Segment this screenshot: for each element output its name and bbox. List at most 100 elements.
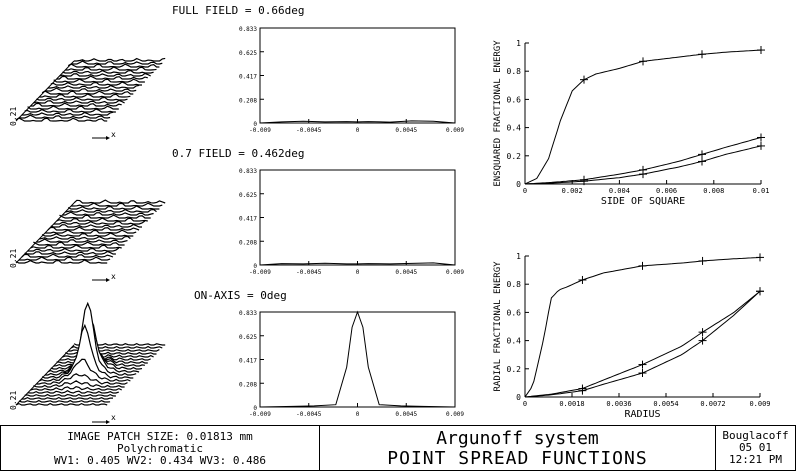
x-axis-title: RADIUS bbox=[624, 409, 660, 420]
surface-row-line bbox=[18, 114, 111, 119]
surface-row-line bbox=[71, 60, 163, 65]
surface-row-line bbox=[45, 229, 137, 234]
plot-frame bbox=[259, 27, 456, 124]
surface-row-line bbox=[15, 259, 108, 264]
x-tick-label: 0.0072 bbox=[700, 400, 725, 408]
surface-row-line bbox=[50, 223, 142, 228]
x-tick-label: 0.0036 bbox=[606, 400, 631, 408]
surface-row-line bbox=[36, 373, 128, 385]
psf-curve bbox=[259, 310, 456, 408]
surface-row-line bbox=[71, 202, 163, 207]
energy-curve bbox=[524, 49, 762, 185]
x-tick-label: 0 bbox=[356, 269, 360, 276]
surface-z-label: 0.21 bbox=[9, 249, 18, 268]
full-field-title: FULL FIELD = 0.66deg bbox=[172, 4, 304, 17]
psf-surface-07-field bbox=[15, 199, 166, 282]
surface-row-line bbox=[38, 358, 131, 382]
system-name: Argunoff system bbox=[436, 428, 599, 449]
title-box: Argunoff system POINT SPREAD FUNCTIONS bbox=[319, 425, 716, 471]
plot-title: POINT SPREAD FUNCTIONS bbox=[387, 448, 648, 469]
seven-tenths-field-title: 0.7 FIELD = 0.462deg bbox=[172, 147, 304, 160]
surface-row-line bbox=[41, 232, 134, 237]
psf-curve bbox=[259, 262, 456, 266]
y-tick-label: 1 bbox=[516, 39, 521, 48]
plot-frame bbox=[259, 169, 456, 266]
surface-edge bbox=[15, 344, 75, 406]
surface-row-line bbox=[36, 238, 128, 243]
y-tick-label: 0 bbox=[253, 405, 257, 412]
surface-row-line bbox=[33, 380, 125, 388]
surface-row-line bbox=[18, 399, 111, 403]
surface-row-line bbox=[47, 226, 140, 231]
surface-row-line bbox=[24, 250, 116, 255]
x-arrow-head bbox=[106, 136, 110, 140]
surface-row-line bbox=[21, 253, 114, 258]
surface-row-line bbox=[45, 301, 137, 376]
x-tick-label: 0.0045 bbox=[395, 411, 417, 418]
psf-surface-on-axis bbox=[15, 301, 166, 424]
x-axis-title: SIDE OF SQUARE bbox=[601, 196, 685, 207]
surface-row-line bbox=[39, 93, 131, 98]
surface-row-line bbox=[56, 75, 148, 80]
surface-z-label: 0.21 bbox=[9, 391, 18, 410]
surface-row-line bbox=[30, 102, 122, 107]
surface-row-line bbox=[59, 72, 151, 77]
y-tick-label: 0 bbox=[253, 263, 257, 270]
psf-cross-section-on-axis: 0 0.208 0.417 0.625 0.833 -0.009 -0.0045 0 0.004… bbox=[239, 310, 464, 418]
psf-cross-section-07-field: 0 0.208 0.417 0.625 0.833 -0.009 -0.0045 0 0.004… bbox=[239, 168, 464, 276]
surface-row-line bbox=[53, 220, 146, 225]
ensquared-energy-plot: 0 0.2 0.4 0.6 0.8 1 0 0.002 0.004 0.006 0.008 0.01 S… bbox=[493, 39, 769, 207]
y-tick-label: 0.417 bbox=[239, 216, 257, 223]
surface-row-line bbox=[24, 108, 116, 113]
surface-row-line bbox=[44, 87, 137, 92]
y-tick-label: 0.833 bbox=[239, 168, 257, 175]
surface-row-line bbox=[27, 105, 119, 110]
x-arrow-head bbox=[106, 420, 110, 424]
y-tick-label: 0 bbox=[253, 121, 257, 128]
x-tick-label: 0 bbox=[356, 127, 360, 134]
surface-row-line bbox=[30, 385, 122, 391]
surface-x-label: x bbox=[111, 413, 116, 422]
x-tick-label: 0.0018 bbox=[559, 400, 584, 408]
surface-row-line bbox=[15, 117, 108, 122]
psf-cross-section-full-field: 0 0.208 0.417 0.625 0.833 -0.009 -0.0045 0 0.004… bbox=[239, 26, 464, 134]
surface-row-line bbox=[50, 81, 142, 86]
y-tick-label: 0.6 bbox=[507, 95, 522, 104]
x-tick-label: -0.0045 bbox=[296, 127, 322, 134]
y-tick-label: 0.2 bbox=[507, 365, 522, 374]
surface-row-line bbox=[67, 205, 160, 210]
surface-mask bbox=[42, 325, 134, 384]
surface-row-line bbox=[62, 211, 154, 216]
surface-row-line bbox=[30, 244, 122, 249]
y-tick-label: 0.208 bbox=[239, 239, 257, 246]
surface-x-label: x bbox=[111, 272, 116, 281]
x-tick-label: 0 bbox=[523, 187, 527, 195]
x-tick-label: 0.002 bbox=[562, 187, 583, 195]
x-tick-label: 0.009 bbox=[446, 127, 464, 134]
y-tick-label: 0 bbox=[516, 393, 521, 402]
energy-curve bbox=[524, 290, 761, 398]
y-tick-label: 0.6 bbox=[507, 308, 522, 317]
patch-size: IMAGE PATCH SIZE: 0.01813 mm bbox=[67, 430, 253, 443]
energy-curve bbox=[524, 145, 762, 185]
surface-row-line bbox=[18, 256, 111, 261]
x-tick-label: 0.008 bbox=[703, 187, 724, 195]
y-tick-label: 0.417 bbox=[239, 358, 257, 365]
surface-row-line bbox=[56, 217, 148, 222]
surface-mask bbox=[39, 359, 131, 387]
x-tick-label: 0.009 bbox=[446, 269, 464, 276]
surface-mask bbox=[16, 118, 108, 127]
y-tick-label: 0.208 bbox=[239, 97, 257, 104]
x-tick-label: 0.006 bbox=[656, 187, 677, 195]
surface-mask bbox=[45, 303, 137, 381]
y-tick-label: 0.833 bbox=[239, 310, 257, 317]
y-tick-label: 0.4 bbox=[507, 337, 522, 346]
radial-energy-plot: 0 0.2 0.4 0.6 0.8 1 0 0.0018 0.0036 0.0054 0.0072 0… bbox=[493, 252, 771, 420]
x-tick-label: 0.0045 bbox=[395, 269, 417, 276]
psf-surface-full-field bbox=[15, 57, 166, 140]
energy-curve bbox=[524, 290, 761, 398]
x-tick-label: 0.0045 bbox=[395, 127, 417, 134]
x-arrow-head bbox=[106, 278, 110, 282]
x-tick-label: 0.01 bbox=[753, 187, 770, 195]
time: 12:21 PM bbox=[729, 453, 782, 466]
